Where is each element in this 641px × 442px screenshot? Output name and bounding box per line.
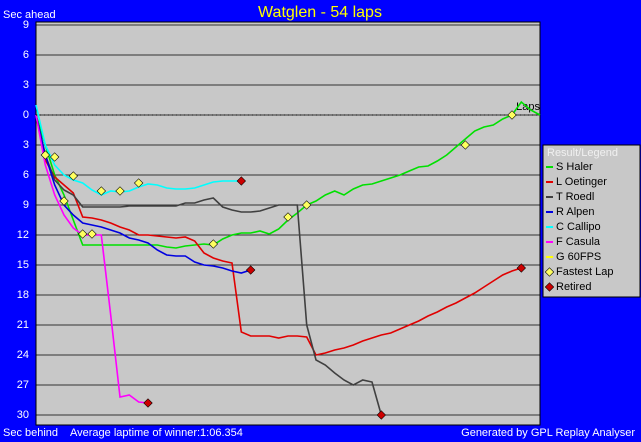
series-line [35, 114, 522, 356]
legend-label: L Oetinger [556, 176, 607, 188]
y-tick-label: 15 [17, 259, 29, 271]
marker [245, 265, 256, 275]
marker [516, 263, 527, 273]
marker [283, 212, 293, 222]
legend-label: S Haler [556, 161, 593, 173]
marker [133, 178, 144, 188]
y-tick-label: 9 [23, 19, 29, 31]
marker [77, 229, 88, 239]
marker [236, 176, 247, 186]
marker [40, 150, 51, 160]
marker [460, 140, 471, 150]
legend-label: C Callipo [556, 221, 601, 233]
y-tick-label: 6 [23, 169, 29, 181]
legend-label: R Alpen [556, 206, 595, 218]
y-tick-label: 3 [23, 79, 29, 91]
y-tick-label: 12 [17, 229, 29, 241]
y-label-bottom: Sec behind [3, 427, 58, 439]
y-tick-label: 18 [17, 289, 29, 301]
y-tick-label: 24 [17, 349, 29, 361]
legend-label: T Roedl [556, 191, 594, 203]
marker [59, 196, 69, 206]
y-tick-label: 27 [17, 379, 29, 391]
footer-right: Generated by GPL Replay Analyser [461, 427, 635, 439]
marker [507, 110, 517, 120]
marker [301, 200, 312, 210]
series-line [35, 114, 383, 416]
y-tick-label: 30 [17, 409, 29, 421]
marker [96, 186, 107, 196]
marker [115, 186, 125, 196]
x-axis-label: Laps [516, 101, 540, 113]
legend-box [542, 144, 641, 298]
legend-label: G 60FPS [556, 251, 601, 263]
chart-title: Watglen - 54 laps [258, 4, 382, 21]
legend-label: F Casula [556, 236, 601, 248]
series-line [35, 114, 251, 274]
footer-left: Average laptime of winner:1:06.354 [70, 427, 243, 439]
y-tick-label: 6 [23, 49, 29, 61]
legend-label: Retired [556, 281, 591, 293]
y-tick-label: 0 [23, 109, 29, 121]
y-label-top: Sec ahead [3, 9, 56, 21]
plot-area [35, 21, 541, 426]
marker [143, 398, 153, 408]
legend-swatch [544, 282, 555, 292]
y-tick-label: 21 [17, 319, 29, 331]
marker [208, 239, 219, 249]
legend-swatch [544, 267, 555, 277]
marker [376, 410, 387, 420]
marker [87, 229, 97, 239]
legend-label: Fastest Lap [556, 266, 613, 278]
marker [49, 152, 60, 162]
legend-title: Result/Legend [547, 147, 618, 159]
marker [68, 171, 79, 181]
y-tick-label: 3 [23, 139, 29, 151]
y-tick-label: 9 [23, 199, 29, 211]
